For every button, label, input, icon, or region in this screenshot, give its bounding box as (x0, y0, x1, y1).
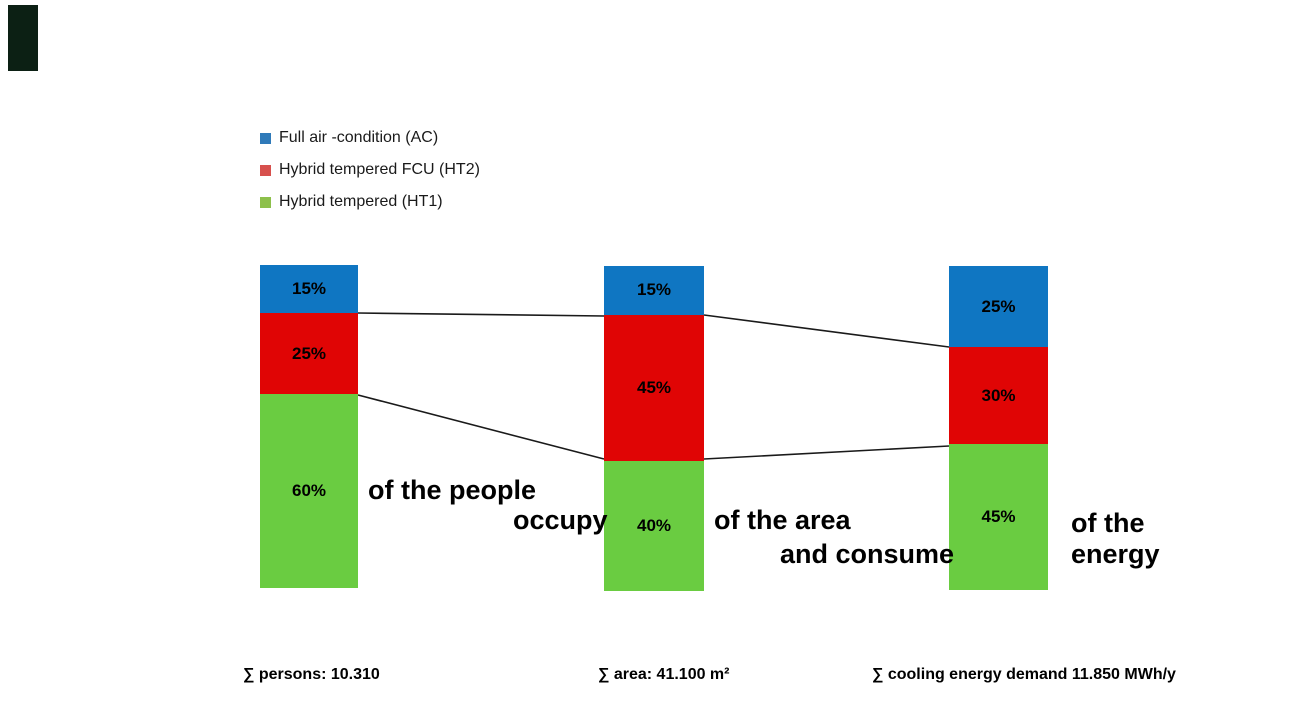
segment-label: 30% (981, 385, 1016, 405)
legend-label-ht2: Hybrid tempered FCU (HT2) (279, 161, 480, 178)
total-area: ∑ area: 41.100 m² (598, 666, 730, 683)
segment-ac-energy: 25% (949, 266, 1048, 347)
segment-ht1-energy: 45% (949, 444, 1048, 590)
connector-ht1-people-area (357, 394, 605, 460)
segment-label: 25% (981, 296, 1016, 316)
legend-label-ac: Full air -condition (AC) (279, 129, 439, 146)
segment-label: 15% (636, 280, 672, 300)
blue-square-swatch-icon (260, 132, 271, 144)
segment-label: 15% (291, 279, 327, 299)
chart-legend: Full air -condition (AC) Hybrid tempered… (260, 122, 480, 218)
segment-ht2-energy: 30% (949, 347, 1048, 445)
annotation-energy-line1: of the (1071, 508, 1145, 538)
legend-label-ht1: Hybrid tempered (HT1) (279, 193, 443, 210)
stacked-bar-people: 15% 25% 60% (260, 265, 358, 588)
green-square-swatch-icon (260, 196, 271, 208)
segment-ht2-people: 25% (260, 313, 358, 395)
segment-ht1-people: 60% (260, 394, 358, 588)
segment-label: 45% (981, 507, 1016, 527)
segment-ht1-area: 40% (604, 461, 704, 591)
connector-ac-area-energy (703, 314, 950, 348)
segment-ac-people: 15% (260, 265, 358, 314)
segment-label: 45% (636, 377, 672, 397)
annotation-area-line2: and consume (780, 539, 955, 569)
stacked-bar-area: 15% 45% 40% (604, 266, 704, 591)
corner-mark (8, 5, 38, 71)
annotation-people-line2: occupy (513, 505, 608, 535)
stacked-bar-energy: 25% 30% 45% (949, 266, 1048, 590)
segment-label: 60% (291, 481, 327, 501)
annotation-area-line1: of the area (714, 505, 851, 535)
total-persons: ∑ persons: 10.310 (243, 666, 380, 683)
legend-item-ht2: Hybrid tempered FCU (HT2) (260, 154, 480, 186)
legend-item-ac: Full air -condition (AC) (260, 122, 480, 154)
segment-label: 25% (291, 343, 327, 363)
segment-ac-area: 15% (604, 266, 704, 315)
segment-label: 40% (636, 516, 672, 535)
segment-ht2-area: 45% (604, 314, 704, 461)
connector-ac-people-area (357, 312, 605, 317)
legend-item-ht1: Hybrid tempered (HT1) (260, 186, 480, 218)
annotation-energy-line2: energy (1071, 539, 1160, 569)
annotation-people-line1: of the people (368, 475, 536, 505)
connector-ht1-area-energy (703, 445, 950, 460)
red-square-swatch-icon (260, 164, 271, 176)
total-cooling-energy: ∑ cooling energy demand 11.850 MWh/y (872, 666, 1176, 683)
